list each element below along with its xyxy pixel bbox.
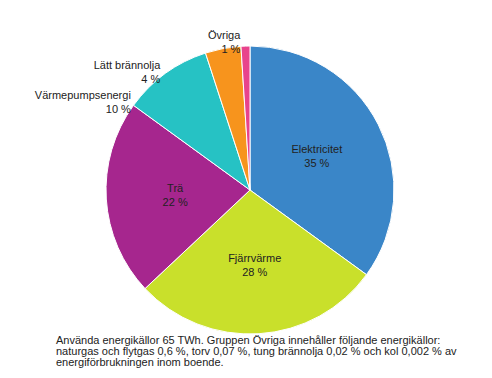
svg-text:Övriga: Övriga [208,29,241,41]
svg-text:Elektricitet: Elektricitet [291,143,342,155]
svg-text:1 %: 1 % [221,43,240,55]
svg-text:naturgas och flytgas 0,6 %, to: naturgas och flytgas 0,6 %, torv 0,07 %,… [56,344,460,357]
svg-text:Fjärrvärme: Fjärrvärme [228,252,281,264]
svg-text:Lätt brännolja: Lätt brännolja [94,59,162,71]
svg-text:Använda energikällor 65 TWh. G: Använda energikällor 65 TWh. Gruppen Övr… [56,333,444,346]
svg-text:28 %: 28 % [242,266,267,278]
svg-text:4 %: 4 % [141,73,160,85]
svg-text:Värmepumpsenergi: Värmepumpsenergi [35,89,131,101]
svg-text:Trä: Trä [167,182,184,194]
svg-text:energiförbrukningen inom boend: energiförbrukningen inom boende. [56,356,224,368]
svg-text:35 %: 35 % [304,157,329,169]
svg-text:22 %: 22 % [163,196,188,208]
svg-text:10 %: 10 % [106,103,131,115]
